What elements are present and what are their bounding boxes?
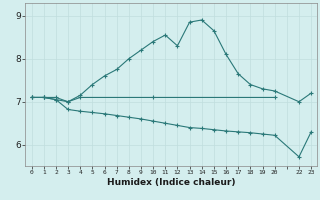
X-axis label: Humidex (Indice chaleur): Humidex (Indice chaleur) [107,178,236,187]
